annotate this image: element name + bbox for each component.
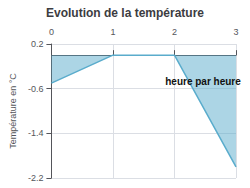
svg-text:0.2: 0.2 [31, 39, 44, 49]
svg-text:heure par heure: heure par heure [165, 76, 241, 87]
svg-text:-0.6: -0.6 [28, 84, 44, 94]
svg-text:-2.2: -2.2 [28, 173, 44, 183]
svg-text:Evolution de la température: Evolution de la température [46, 6, 204, 20]
svg-text:2: 2 [172, 27, 177, 37]
svg-text:1: 1 [110, 27, 115, 37]
svg-text:3: 3 [233, 27, 238, 37]
svg-text:Température en °C: Température en °C [8, 73, 18, 149]
svg-text:-1.4: -1.4 [28, 128, 44, 138]
svg-text:0: 0 [49, 27, 54, 37]
